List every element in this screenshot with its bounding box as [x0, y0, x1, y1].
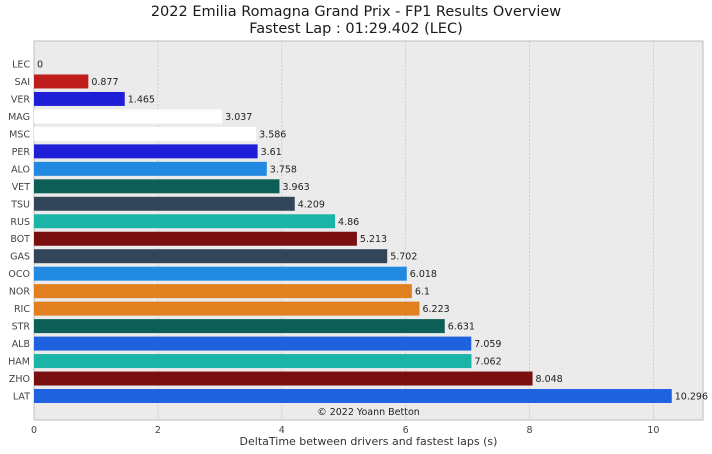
x-tick-label: 0 — [31, 425, 37, 436]
bar-rus — [34, 214, 336, 229]
bar-ric — [34, 301, 420, 316]
bar-value-label: 5.213 — [360, 234, 387, 245]
x-axis-label: DeltaTime between drivers and fastest la… — [240, 435, 498, 448]
bar-value-label: 7.059 — [474, 339, 501, 350]
bar-sai — [34, 74, 89, 89]
y-tick-label: TSU — [10, 199, 30, 210]
y-tick-label: MAG — [8, 112, 30, 123]
bar-zho — [34, 371, 533, 386]
y-tick-label: BOT — [10, 234, 30, 245]
x-tick-label: 2 — [155, 425, 161, 436]
bar-value-label: 6.1 — [415, 287, 430, 298]
bar-value-label: 3.963 — [282, 182, 309, 193]
y-tick-label: VET — [12, 182, 31, 193]
y-tick-label: LAT — [13, 392, 30, 403]
bar-alo — [34, 161, 267, 176]
x-tick-label: 4 — [279, 425, 285, 436]
bar-value-label: 4.86 — [338, 217, 359, 228]
x-tick-label: 6 — [403, 425, 409, 436]
bar-mag — [34, 109, 223, 124]
bar-value-label: 3.61 — [261, 147, 282, 158]
y-tick-label: ALO — [11, 164, 30, 175]
y-tick-label: NOR — [9, 287, 31, 298]
x-tick-label: 8 — [527, 425, 533, 436]
bar-ham — [34, 354, 472, 369]
bar-value-label: 7.062 — [474, 357, 501, 368]
y-tick-label: LEC — [12, 60, 30, 71]
bar-value-label: 6.018 — [410, 269, 437, 280]
y-tick-label: ZHO — [9, 374, 30, 385]
copyright-annotation: © 2022 Yoann Betton — [317, 407, 420, 418]
bar-ver — [34, 91, 125, 106]
x-tick-labels: 0 2 4 6 8 10 — [31, 425, 660, 436]
bar-lat — [34, 389, 672, 403]
bar-str — [34, 319, 445, 334]
y-tick-label: VER — [11, 94, 31, 105]
bar-value-label: 5.702 — [390, 252, 417, 263]
y-tick-label: ALB — [12, 339, 30, 350]
y-tick-label: RUS — [10, 217, 30, 228]
y-tick-label: GAS — [10, 252, 30, 263]
y-tick-labels: LEC SAI VER MAG MSC PER ALO VET TSU RUS BOT GAS OCO N… — [8, 60, 30, 403]
bar-nor — [34, 284, 412, 299]
y-tick-label: STR — [12, 322, 31, 333]
y-tick-label: RIC — [14, 304, 30, 315]
bar-alb — [34, 336, 472, 351]
bar-value-label: 3.586 — [259, 129, 286, 140]
bar-value-label: 8.048 — [536, 374, 563, 385]
y-tick-label: OCO — [8, 269, 30, 280]
chart-title: 2022 Emilia Romagna Grand Prix - FP1 Res… — [150, 4, 562, 20]
bar-value-label: 4.209 — [298, 199, 325, 210]
bar-value-label: 6.223 — [422, 304, 449, 315]
bar-bot — [34, 231, 357, 246]
bar-oco — [34, 266, 407, 281]
bar-value-label: 1.465 — [128, 94, 155, 105]
bar-gas — [34, 249, 388, 264]
bar-value-label: 10.296 — [675, 392, 708, 403]
y-tick-label: PER — [12, 147, 31, 158]
y-tick-label: SAI — [14, 77, 30, 88]
y-tick-label: MSC — [9, 129, 30, 140]
bar-value-label: 6.631 — [448, 322, 475, 333]
bar-vet — [34, 179, 280, 194]
x-tick-label: 10 — [647, 425, 659, 436]
bar-value-label: 3.758 — [270, 164, 297, 175]
y-tick-label: HAM — [8, 357, 30, 368]
bar-value-label: 3.037 — [225, 112, 252, 123]
bar-msc — [34, 126, 257, 141]
bar-tsu — [34, 196, 295, 211]
chart-subtitle: Fastest Lap : 01:29.402 (LEC) — [249, 21, 463, 37]
bar-value-label: 0.877 — [91, 77, 118, 88]
bar-per — [34, 144, 258, 159]
bar-value-label: 0 — [37, 60, 43, 71]
bar-series: 0 0.877 1.465 3.037 3.586 3.61 3.758 3.963 4.209… — [34, 60, 708, 403]
